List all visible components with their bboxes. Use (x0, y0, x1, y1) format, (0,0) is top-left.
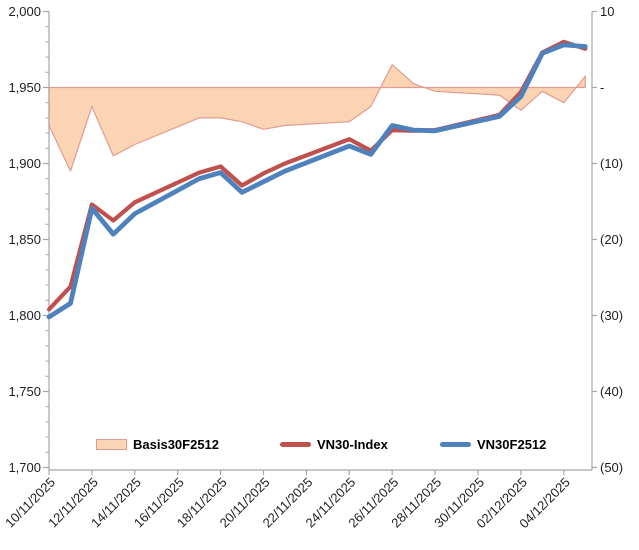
left-axis-tick-label: 1,950 (8, 80, 41, 95)
right-axis-tick-label: 10 (600, 4, 614, 19)
right-axis-tick-label: (30) (600, 308, 623, 323)
left-axis-tick-label: 1,900 (8, 156, 41, 171)
left-axis-tick-label: 1,850 (8, 232, 41, 247)
left-axis-tick-label: 1,700 (8, 460, 41, 475)
left-axis-tick-label: 2,000 (8, 4, 41, 19)
basis-area (48, 64, 586, 172)
right-axis-tick-label: (20) (600, 232, 623, 247)
right-axis-tick-label: (40) (600, 384, 623, 399)
right-axis-tick-label: (50) (600, 460, 623, 475)
vn30f2512-line (46, 42, 588, 320)
vn30-index-line (46, 39, 588, 312)
left-axis-tick-label: 1,750 (8, 384, 41, 399)
right-axis-tick-label: - (600, 80, 604, 95)
left-axis-tick-label: 1,800 (8, 308, 41, 323)
right-axis-tick-label: (10) (600, 156, 623, 171)
